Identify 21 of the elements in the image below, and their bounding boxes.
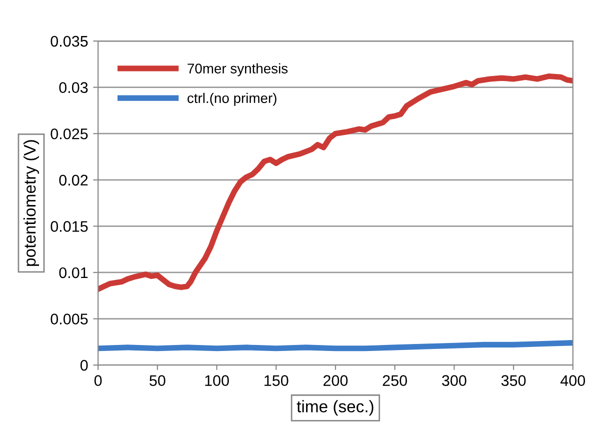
x-tick-label: 250 <box>382 375 407 386</box>
y-tick-label: 0.025 <box>50 128 88 140</box>
x-tick-label: 200 <box>324 375 348 386</box>
x-tick-label: 400 <box>560 375 586 386</box>
y-tick-label: 0.01 <box>59 267 88 278</box>
y-tick-label: 0.015 <box>50 221 88 232</box>
x-tick-label: 300 <box>442 375 466 386</box>
y-tick-label: 0.03 <box>59 82 88 94</box>
x-tick-label: 150 <box>264 375 288 386</box>
legend-label: 70mer synthesis <box>188 63 288 76</box>
y-tick-label: 0 <box>80 360 88 371</box>
x-tick-label: 350 <box>501 375 526 386</box>
y-tick-label: 0.035 <box>50 36 88 47</box>
y-axis-title: potentiometry (V) <box>23 140 40 266</box>
x-tick-label: 100 <box>205 375 229 386</box>
x-tick-label: 0 <box>94 375 102 386</box>
x-axis-title: time (sec.) <box>296 400 374 416</box>
legend-label: ctrl.(no primer) <box>188 92 276 106</box>
y-tick-label: 0.02 <box>59 174 88 186</box>
y-tick-label: 0.005 <box>50 314 88 324</box>
x-tick-label: 50 <box>150 375 166 386</box>
